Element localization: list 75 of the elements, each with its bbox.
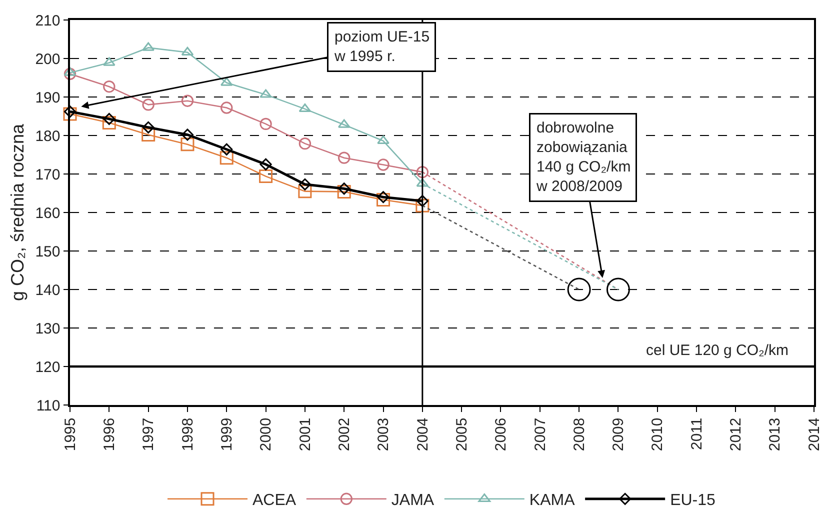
y-tick-label: 210	[35, 12, 60, 30]
point	[338, 182, 350, 195]
x-tick-label: 2011	[688, 418, 706, 450]
point	[142, 42, 154, 51]
y-tick-label: 130	[35, 320, 60, 338]
point	[181, 94, 194, 107]
point	[298, 103, 312, 112]
x-tick-label: 2001	[296, 418, 314, 452]
x-tick-label: 1995	[62, 418, 79, 452]
point	[220, 151, 234, 165]
point	[142, 98, 154, 111]
point	[64, 106, 76, 118]
y-tick-label: 160	[35, 204, 60, 222]
point	[416, 198, 430, 212]
point	[103, 112, 116, 125]
y-axis-title: g CO₂, średnia roczna	[8, 122, 28, 302]
x-tick-label: 2007	[532, 418, 549, 452]
point	[376, 193, 390, 207]
point	[298, 178, 311, 190]
x-tick-label: 2003	[375, 418, 392, 452]
legend-label: EU-15	[670, 492, 716, 510]
x-tick-label: 2010	[649, 418, 666, 452]
point	[606, 278, 630, 302]
point	[260, 89, 272, 98]
point	[377, 191, 390, 204]
x-tick-label: 2004	[414, 418, 432, 452]
point	[220, 102, 233, 114]
x-tick-label: 1997	[140, 418, 158, 452]
x-tick-label: 1996	[101, 418, 118, 452]
x-tick-label: 2012	[728, 418, 745, 452]
point	[338, 152, 350, 164]
point	[103, 80, 116, 93]
point	[180, 138, 194, 152]
point	[298, 184, 312, 198]
ref-line-label: cel UE 120 g CO₂/km	[646, 342, 789, 359]
x-tick-label: 1998	[179, 418, 196, 452]
y-tick-label: 170	[35, 166, 60, 184]
point	[416, 194, 428, 207]
point	[220, 143, 233, 156]
x-tick-label: 1999	[218, 418, 236, 452]
legend-label: ACEA	[252, 492, 296, 510]
annotation: dobrowolne zobowiązania 140 g CO₂/km w 2008/2009	[536, 120, 631, 195]
legend-label: KAMA	[529, 492, 576, 510]
point	[416, 166, 429, 178]
point	[142, 128, 156, 142]
x-tick-label: 2013	[766, 418, 784, 452]
point	[102, 116, 116, 130]
annotation: poziom UE-15 w 1995 r.	[334, 28, 430, 65]
point	[337, 184, 351, 198]
point	[259, 170, 273, 184]
y-tick-label: 150	[35, 243, 60, 260]
x-tick-label: 2014	[806, 418, 823, 452]
point	[377, 158, 390, 171]
point	[260, 158, 272, 170]
x-tick-label: 2000	[258, 418, 275, 452]
legend-label: JAMA	[391, 492, 434, 510]
y-tick-label: 140	[35, 282, 60, 299]
point	[142, 121, 154, 134]
x-tick-label: 2008	[570, 418, 588, 452]
x-tick-label: 2005	[453, 418, 470, 452]
y-tick-label: 200	[35, 50, 60, 68]
y-tick-label: 180	[35, 128, 60, 145]
y-tick-label: 120	[35, 358, 60, 376]
point	[181, 128, 194, 141]
x-tick-label: 2009	[610, 418, 628, 452]
x-tick-label: 2006	[492, 418, 510, 452]
y-tick-label: 110	[36, 397, 60, 414]
point	[63, 107, 77, 121]
point	[298, 137, 312, 150]
y-tick-label: 190	[35, 89, 60, 106]
x-tick-label: 2002	[336, 418, 353, 452]
point	[260, 118, 272, 130]
point	[377, 135, 390, 144]
point	[64, 68, 76, 80]
point	[567, 278, 591, 302]
